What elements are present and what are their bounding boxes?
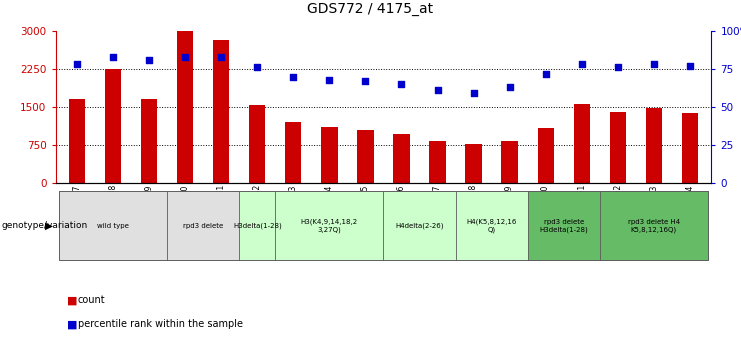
Point	[71, 62, 83, 67]
Bar	[610, 112, 626, 183]
Point	[431, 88, 443, 93]
Bar	[357, 130, 373, 183]
Point	[107, 54, 119, 60]
Point	[396, 81, 408, 87]
Text: H4delta(2-26): H4delta(2-26)	[395, 223, 444, 229]
Text: H3delta(1-28): H3delta(1-28)	[233, 223, 282, 229]
Bar	[456, 191, 528, 260]
Point	[576, 62, 588, 67]
Point	[251, 65, 263, 70]
Point	[684, 63, 696, 69]
Point	[612, 65, 624, 70]
Bar	[167, 191, 239, 260]
Text: H4(K5,8,12,16
Q): H4(K5,8,12,16 Q)	[466, 219, 516, 233]
Bar	[177, 31, 193, 183]
Point	[504, 85, 516, 90]
Point	[143, 57, 155, 63]
Bar	[682, 112, 698, 183]
Bar	[322, 127, 338, 183]
Bar	[465, 144, 482, 183]
Point	[468, 90, 479, 96]
Bar	[429, 141, 445, 183]
Text: ▶: ▶	[45, 221, 53, 231]
Bar	[393, 134, 410, 183]
Text: ■: ■	[67, 319, 77, 329]
Point	[648, 62, 659, 67]
Point	[179, 54, 191, 60]
Text: rpd3 delete: rpd3 delete	[183, 223, 224, 229]
Bar	[384, 191, 456, 260]
Point	[216, 54, 227, 60]
Point	[359, 78, 371, 84]
Point	[539, 71, 551, 76]
Bar	[141, 99, 157, 183]
Bar	[69, 99, 85, 183]
Bar	[249, 106, 265, 183]
Text: rpd3 delete
H3delta(1-28): rpd3 delete H3delta(1-28)	[539, 219, 588, 233]
Bar	[528, 191, 599, 260]
Bar	[537, 128, 554, 183]
Bar	[285, 122, 302, 183]
Bar	[599, 191, 708, 260]
Bar	[213, 40, 230, 183]
Bar	[502, 141, 518, 183]
Point	[324, 77, 336, 82]
Text: H3(K4,9,14,18,2
3,27Q): H3(K4,9,14,18,2 3,27Q)	[301, 219, 358, 233]
Text: count: count	[78, 295, 105, 305]
Text: rpd3 delete H4
K5,8,12,16Q): rpd3 delete H4 K5,8,12,16Q)	[628, 219, 679, 233]
Bar	[574, 104, 590, 183]
Bar	[59, 191, 167, 260]
Bar	[105, 69, 122, 183]
Text: wild type: wild type	[97, 223, 129, 229]
Bar	[276, 191, 384, 260]
Text: ■: ■	[67, 295, 77, 305]
Bar	[645, 108, 662, 183]
Point	[288, 74, 299, 79]
Text: GDS772 / 4175_at: GDS772 / 4175_at	[308, 2, 433, 16]
Text: genotype/variation: genotype/variation	[1, 221, 87, 230]
Text: percentile rank within the sample: percentile rank within the sample	[78, 319, 243, 329]
Bar	[239, 191, 276, 260]
